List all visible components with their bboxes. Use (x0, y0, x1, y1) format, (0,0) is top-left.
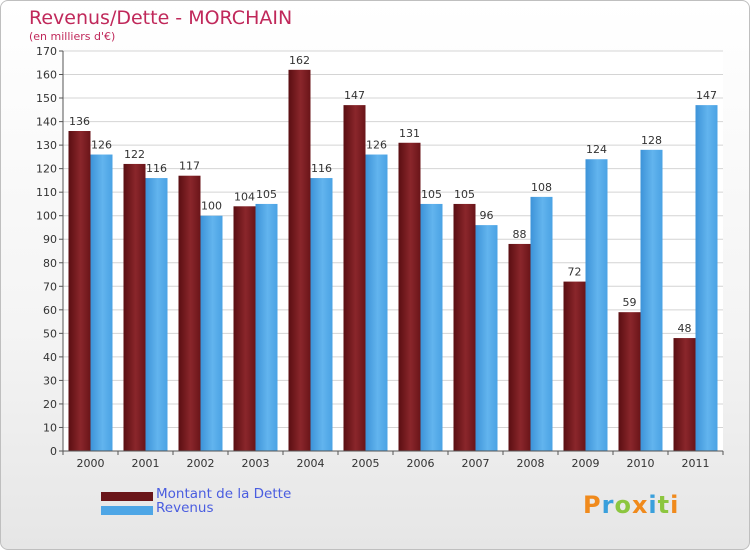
value-label-revenus: 116 (311, 162, 332, 175)
y-tick-label: 80 (43, 257, 57, 270)
chart-subtitle: (en milliers d'€) (29, 30, 116, 43)
bar-revenus (585, 159, 608, 451)
bar-debt (398, 142, 421, 451)
bar-revenus (695, 105, 718, 451)
y-tick-label: 140 (36, 116, 57, 129)
chart-title: Revenus/Dette - MORCHAIN (29, 7, 293, 29)
value-label-debt: 104 (234, 190, 255, 203)
y-tick-label: 100 (36, 210, 57, 223)
x-tick-label: 2010 (627, 457, 655, 470)
x-tick-label: 2002 (187, 457, 215, 470)
x-tick-label: 2005 (352, 457, 380, 470)
axes: 0 10 20 30 40 50 60 70 80 90 100 110 120 130 140 150 160… (36, 45, 724, 470)
value-label-revenus: 100 (201, 200, 222, 213)
value-label-debt: 59 (623, 296, 637, 309)
value-label-debt: 48 (678, 322, 692, 335)
y-tick-label: 70 (43, 280, 57, 293)
y-tick-label: 10 (43, 421, 57, 434)
y-tick-label: 170 (36, 45, 57, 58)
y-tick-label: 40 (43, 351, 57, 364)
bar-revenus (310, 178, 333, 451)
bar-debt (233, 206, 256, 451)
bar-revenus (475, 225, 498, 451)
bar-revenus (530, 196, 553, 451)
y-tick-label: 50 (43, 327, 57, 340)
bar-revenus (200, 215, 223, 451)
value-label-debt: 117 (179, 160, 200, 173)
plot-area (63, 51, 723, 451)
logo-letter: t (657, 491, 671, 519)
value-label-revenus: 147 (696, 89, 717, 102)
x-tick-label: 2011 (682, 457, 710, 470)
y-tick-label: 60 (43, 304, 57, 317)
y-tick-label: 120 (36, 163, 57, 176)
value-label-debt: 131 (399, 127, 420, 140)
value-label-debt: 88 (513, 228, 527, 241)
bar-revenus (640, 149, 663, 451)
bar-revenus (90, 154, 113, 451)
bars (68, 69, 718, 452)
x-tick-label: 2009 (572, 457, 600, 470)
grid (63, 50, 723, 452)
value-label-revenus: 105 (421, 188, 442, 201)
value-label-debt: 72 (568, 266, 582, 279)
bar-debt (343, 105, 366, 451)
bar-revenus (365, 154, 388, 451)
x-tick-label: 2006 (407, 457, 435, 470)
bar-debt (68, 131, 91, 451)
y-tick-label: 20 (43, 398, 57, 411)
legend-label-debt: Montant de la Dette (156, 486, 292, 502)
value-label-debt: 136 (69, 115, 90, 128)
bar-debt (178, 175, 201, 452)
y-tick-label: 110 (36, 186, 57, 199)
logo-letter: i (670, 491, 680, 519)
y-tick-label: 90 (43, 233, 57, 246)
y-tick-label: 30 (43, 374, 57, 387)
value-label-revenus: 96 (480, 209, 494, 222)
value-label-revenus: 105 (256, 188, 277, 201)
bar-debt (453, 203, 476, 451)
value-label-debt: 162 (289, 54, 310, 67)
x-tick-label: 2004 (297, 457, 325, 470)
logo-letter: r (601, 491, 615, 519)
value-label-revenus: 124 (586, 143, 607, 156)
value-label-debt: 147 (344, 89, 365, 102)
bar-debt (508, 243, 531, 451)
value-label-revenus: 116 (146, 162, 167, 175)
logo-letter: x (631, 491, 649, 519)
value-label-revenus: 128 (641, 134, 662, 147)
x-tick-label: 2000 (77, 457, 105, 470)
logo-letter: P (583, 491, 602, 519)
bar-revenus (420, 203, 443, 451)
value-label-debt: 105 (454, 188, 475, 201)
value-label-revenus: 126 (91, 139, 112, 152)
y-tick-label: 0 (50, 445, 57, 458)
y-tick-label: 150 (36, 92, 57, 105)
legend-swatch-debt (101, 492, 153, 501)
logo-letter: i (648, 491, 658, 519)
bar-debt (673, 338, 696, 451)
logo-letter: o (614, 491, 632, 519)
proxiti-logo: Proxiti (583, 491, 679, 519)
y-tick-label: 130 (36, 139, 57, 152)
bar-debt (123, 163, 146, 452)
legend-label-revenus: Revenus (156, 500, 214, 516)
legend-swatch-revenus (101, 506, 153, 515)
value-label-debt: 122 (124, 148, 145, 161)
x-tick-label: 2001 (132, 457, 160, 470)
value-label-revenus: 108 (531, 181, 552, 194)
bar-revenus (145, 178, 168, 451)
x-tick-label: 2003 (242, 457, 270, 470)
bar-debt (618, 312, 641, 451)
x-tick-label: 2008 (517, 457, 545, 470)
bar-debt (563, 281, 586, 451)
value-label-revenus: 126 (366, 139, 387, 152)
bar-debt (288, 69, 311, 451)
bar-revenus (255, 203, 278, 451)
x-tick-label: 2007 (462, 457, 490, 470)
y-tick-label: 160 (36, 69, 57, 82)
